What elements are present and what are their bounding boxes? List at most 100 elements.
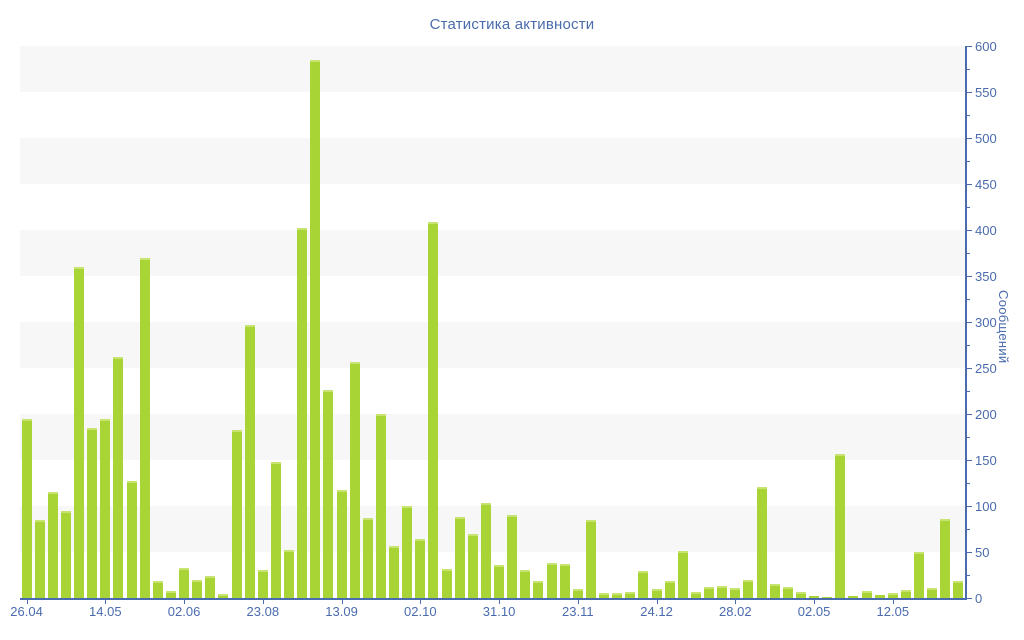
bar [126,481,137,598]
bar [559,563,570,598]
grid-band [20,46,965,92]
y-minor-tick [967,391,970,392]
y-minor-tick [967,207,970,208]
y-axis-title: Сообщений [996,290,1011,364]
y-minor-tick [967,253,970,254]
bar [467,533,478,598]
y-tick-label: 200 [975,407,997,422]
y-major-tick [967,184,972,185]
bar [809,596,820,598]
bar [756,486,767,598]
bar [730,587,741,598]
bar [21,418,32,598]
y-tick-label: 150 [975,453,997,468]
bar [297,228,308,598]
y-minor-tick [967,345,970,346]
y-major-tick [967,368,972,369]
bar [139,257,150,598]
bar [533,580,544,598]
x-axis-line [20,598,967,600]
bar [441,569,452,598]
chart-title: Статистика активности [429,16,595,33]
y-major-tick [967,598,972,599]
bar [638,571,649,598]
grid-band [20,414,965,460]
bar [677,551,688,598]
bar [822,597,833,598]
x-tick-label: 31.10 [482,604,516,619]
bar [704,586,715,598]
x-tick-label: 02.05 [797,604,831,619]
bar [74,266,85,598]
bar [717,586,728,598]
x-tick [184,600,186,604]
x-tick [105,600,107,604]
y-major-tick [967,460,972,461]
y-tick-label: 100 [975,499,997,514]
y-tick-label: 50 [975,545,990,560]
y-major-tick [967,552,972,553]
y-minor-tick [967,161,970,162]
x-tick [735,600,737,604]
y-minor-tick [967,529,970,530]
y-tick-label: 550 [975,85,997,100]
x-tick [892,600,894,604]
x-tick [420,600,422,604]
x-tick [26,600,28,604]
x-tick-label: 24.12 [640,604,673,619]
bar [87,427,98,598]
y-minor-tick [967,437,970,438]
y-major-tick [967,46,972,47]
bar [585,519,596,598]
bar [480,503,491,598]
bar [494,564,505,598]
bar [257,570,268,598]
bar [769,584,780,598]
x-tick [341,600,343,604]
y-major-tick [967,414,972,415]
y-tick-label: 500 [975,131,997,146]
bar [835,454,846,598]
y-tick-label: 350 [975,269,997,284]
bar [625,592,636,598]
bar [861,590,872,598]
bar [507,515,518,598]
y-axis-line [965,46,967,600]
bar [349,362,360,598]
x-tick [656,600,658,604]
bar [100,418,111,598]
bar [415,539,426,598]
bar [179,567,190,598]
x-tick-label: 23.08 [246,604,280,619]
y-minor-tick [967,575,970,576]
bar [231,429,242,598]
bar [113,356,124,598]
x-tick [499,600,501,604]
bar [336,490,347,598]
plot-area [20,46,965,598]
x-tick-label: 26.04 [10,604,43,619]
bar [914,552,925,598]
bar [795,592,806,598]
x-tick [814,600,816,604]
y-tick-label: 600 [975,39,997,54]
x-tick-label: 02.10 [404,604,437,619]
x-tick-label: 13.09 [325,604,358,619]
y-major-tick [967,276,972,277]
x-tick [262,600,264,604]
y-tick-label: 400 [975,223,997,238]
bar [953,581,964,598]
bar [612,593,623,598]
bar [599,593,610,598]
bar [389,546,400,598]
bar [900,589,911,598]
bar [244,324,255,598]
x-tick-label: 23.11 [562,604,594,619]
bar [323,390,334,598]
y-tick-label: 250 [975,361,997,376]
bar [192,579,203,598]
bar [34,519,45,598]
y-minor-tick [967,115,970,116]
bar [310,59,321,598]
bar [402,506,413,598]
